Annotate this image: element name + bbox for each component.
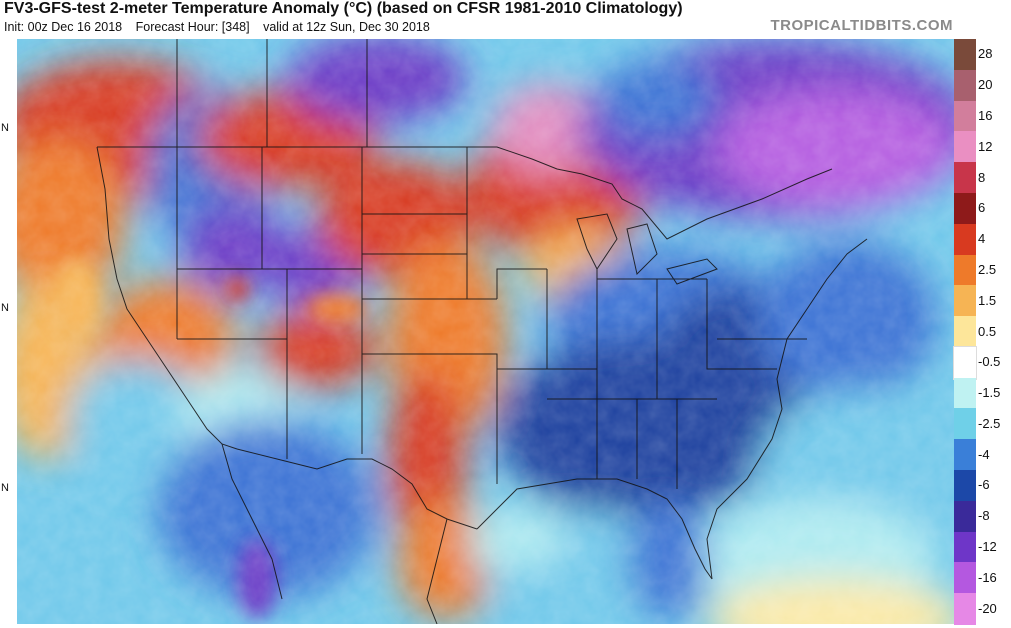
init-time: Init: 00z Dec 16 2018 <box>4 20 123 34</box>
color-scale-swatch <box>954 593 976 625</box>
valid-time: valid at 12z Sun, Dec 30 2018 <box>263 20 430 34</box>
color-scale-label: 12 <box>978 138 993 154</box>
color-scale-label: 20 <box>978 77 993 93</box>
color-scale-label: -1.5 <box>978 385 1001 401</box>
color-scale-label: -0.5 <box>978 354 1001 370</box>
color-scale-swatch <box>954 316 976 348</box>
color-scale-swatch <box>954 500 976 533</box>
color-scale-label: -12 <box>978 539 997 555</box>
color-scale-swatch <box>954 439 976 472</box>
color-scale-label: -8 <box>978 508 990 524</box>
color-scale-swatch <box>954 285 976 318</box>
color-scale-label: 4 <box>978 231 986 247</box>
lat-label-north-1: N <box>1 122 9 134</box>
lat-label-north-3: N <box>1 482 9 494</box>
color-scale-swatch <box>954 39 976 71</box>
color-scale-label: 8 <box>978 169 986 185</box>
forecast-info: Init: 00z Dec 16 2018 Forecast Hour: [34… <box>4 20 440 34</box>
color-scale-swatch <box>954 69 976 102</box>
color-scale-label: -6 <box>978 477 990 493</box>
map-title: FV3-GFS-test 2-meter Temperature Anomaly… <box>4 0 683 17</box>
color-scale-label: -16 <box>978 569 997 585</box>
color-scale-legend: 28 20 16 12 8 6 4 2.5 1.5 0.5 -0.5 -1.5 -2.5 -4 -6 -8 -1… <box>953 39 1011 625</box>
anomaly-field <box>17 39 954 624</box>
color-scale-swatch <box>953 345 977 380</box>
color-scale-swatch <box>954 100 976 133</box>
site-watermark: TROPICALTIDBITS.COM <box>770 17 953 34</box>
lat-label-north-2: N <box>1 302 9 314</box>
color-scale-swatch <box>954 470 976 502</box>
color-scale-swatch <box>954 254 976 287</box>
color-scale-label: 6 <box>978 200 986 216</box>
color-scale-swatch <box>954 162 976 194</box>
color-scale-swatch <box>954 223 976 256</box>
color-scale-swatch <box>954 377 976 410</box>
color-scale-label: -20 <box>978 600 997 616</box>
color-scale-swatch <box>954 192 976 225</box>
color-scale-label: -4 <box>978 446 990 462</box>
color-scale-swatch <box>954 562 976 595</box>
color-scale-label: 0.5 <box>978 323 997 339</box>
color-scale-swatch <box>954 131 976 164</box>
color-scale-label: 28 <box>978 46 993 62</box>
color-scale-swatch <box>954 531 976 564</box>
color-scale-label: 2.5 <box>978 261 997 277</box>
color-scale-label: 16 <box>978 107 993 123</box>
forecast-hour: Forecast Hour: [348] <box>135 20 250 34</box>
color-scale-label: -2.5 <box>978 415 1001 431</box>
color-scale-swatch <box>954 408 976 441</box>
temperature-anomaly-map[interactable] <box>17 39 954 624</box>
color-scale-label: 1.5 <box>978 292 997 308</box>
